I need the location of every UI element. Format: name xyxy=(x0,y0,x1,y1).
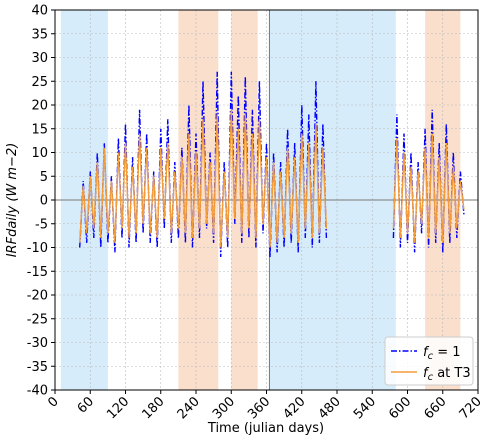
legend-label-part: f xyxy=(423,345,430,360)
y-tick-label: 40 xyxy=(31,4,48,19)
x-tick-label: 60 xyxy=(75,394,97,416)
plot-frame xyxy=(54,9,479,391)
x-tick-label: 120 xyxy=(104,394,132,422)
legend-label-part: f xyxy=(423,366,430,381)
y-axis-label: IRFdaily (W m−2) xyxy=(5,143,20,258)
y-tick-label: -25 xyxy=(27,312,48,327)
x-tick-label: 600 xyxy=(386,394,414,422)
y-tick-label: -5 xyxy=(35,217,48,232)
x-tick-label: 240 xyxy=(175,394,203,422)
legend: fc = 1fc at T3 xyxy=(384,336,474,386)
x-tick-label: 540 xyxy=(351,394,379,422)
legend-label-part: c xyxy=(428,351,434,362)
series-line xyxy=(79,109,465,248)
x-tick-label: 180 xyxy=(139,394,167,422)
y-tick-label: 0 xyxy=(40,194,48,209)
x-tick-label: 660 xyxy=(421,394,449,422)
x-tick-label: 300 xyxy=(210,394,238,422)
y-tick-label: -40 xyxy=(27,384,48,399)
x-tick-label: 720 xyxy=(457,394,485,422)
x-tick-label: 360 xyxy=(245,394,273,422)
x-tick-label: 420 xyxy=(280,394,308,422)
y-tick-label: -10 xyxy=(27,241,48,256)
x-axis-label: Time (julian days) xyxy=(207,421,324,436)
legend-label-part: at T3 xyxy=(433,366,471,381)
y-tick-label: 15 xyxy=(31,122,48,137)
x-tick-label: 480 xyxy=(316,394,344,422)
legend-box xyxy=(384,336,474,386)
y-tick-label: 25 xyxy=(31,75,48,90)
y-tick-label: 35 xyxy=(31,27,48,42)
y-tick-label: 20 xyxy=(31,99,48,114)
y-tick-label: -20 xyxy=(27,289,48,304)
legend-label: fc at T3 xyxy=(423,366,471,383)
y-tick-label: -35 xyxy=(27,360,48,375)
legend-label-part: = 1 xyxy=(433,345,460,360)
y-tick-label: -15 xyxy=(27,265,48,280)
x-tick-label: 0 xyxy=(45,394,61,410)
legend-label: fc = 1 xyxy=(423,345,461,362)
y-tick-label: 10 xyxy=(31,146,48,161)
legend-label-part: c xyxy=(428,372,434,383)
y-tick-label: 30 xyxy=(31,51,48,66)
y-tick-label: -30 xyxy=(27,336,48,351)
y-tick-label: 5 xyxy=(40,170,48,185)
